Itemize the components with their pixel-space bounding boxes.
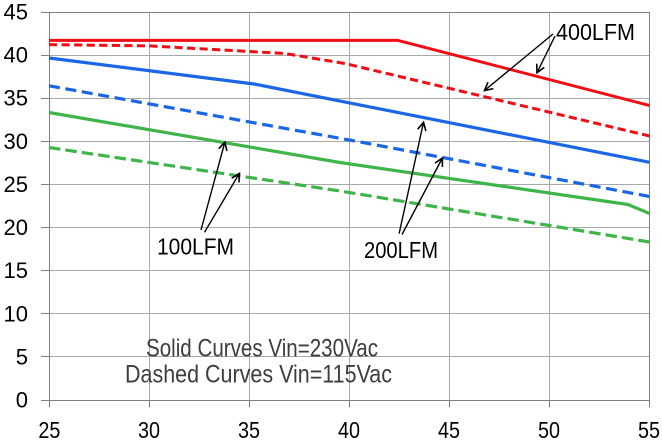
svg-text:45: 45	[4, 0, 28, 25]
svg-text:Dashed Curves Vin=115Vac: Dashed Curves Vin=115Vac	[125, 361, 392, 389]
svg-text:35: 35	[238, 417, 260, 440]
svg-text:0: 0	[16, 388, 28, 413]
svg-text:40: 40	[338, 417, 360, 440]
svg-text:15: 15	[4, 258, 28, 283]
svg-text:55: 55	[638, 417, 660, 440]
svg-text:30: 30	[4, 129, 28, 154]
svg-text:100LFM: 100LFM	[157, 234, 234, 260]
svg-text:30: 30	[138, 417, 160, 440]
svg-text:200LFM: 200LFM	[364, 237, 438, 263]
svg-text:25: 25	[38, 417, 60, 440]
svg-text:50: 50	[538, 417, 560, 440]
svg-text:10: 10	[4, 301, 28, 326]
svg-text:40: 40	[4, 43, 28, 68]
svg-text:Solid Curves Vin=230Vac: Solid Curves Vin=230Vac	[146, 335, 378, 363]
svg-text:45: 45	[438, 417, 460, 440]
svg-text:400LFM: 400LFM	[556, 19, 635, 45]
svg-text:25: 25	[4, 172, 28, 197]
svg-text:5: 5	[16, 344, 28, 369]
svg-text:35: 35	[4, 86, 28, 111]
svg-text:20: 20	[4, 215, 28, 240]
